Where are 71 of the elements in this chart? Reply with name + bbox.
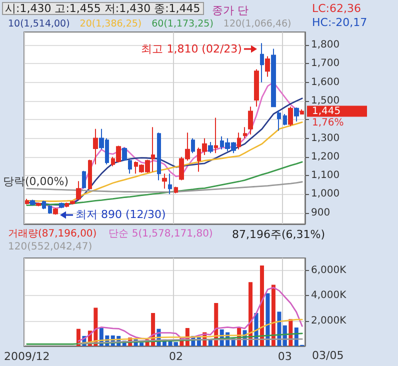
candlestick [288,106,293,127]
candlestick [294,106,299,122]
bar [174,342,178,346]
text: 60(1,173,25) [152,18,214,30]
line-series [78,318,303,344]
y-tick-label: 1,300 [311,132,340,144]
candlestick [76,180,81,200]
annotation: 최저 890 (12/30) [76,208,166,222]
candlestick [300,108,304,115]
bar [266,293,270,346]
candlestick [248,106,253,136]
x-tick-label: 02 [168,350,183,363]
text: 120(552,042,47) [8,242,92,252]
y-tick-label: 6,000K [311,265,347,276]
candlestick [162,173,167,190]
line-series [78,286,303,342]
y-tick-label: 1,800 [311,40,340,51]
text: 03/05 [312,349,344,362]
candlestick [151,126,155,172]
candlestick [260,42,264,83]
text: 120(1,066,46) [223,18,292,30]
candlestick [254,68,259,108]
candlestick [128,159,132,174]
annotation: 최고 1,810 (02/23) [141,42,242,56]
candlestick [48,204,52,214]
candlestick [122,147,127,162]
y-tick-label: 2,000K [311,315,347,326]
x-tick-label: 2009/12 [4,350,50,363]
chart-title: 시:1,430 고:1,455 저:1,430 종:1,445 [5,2,200,15]
candlestick [93,128,98,165]
text: 87,196주(6,31%) [232,228,326,241]
text: 거래량(87,196,00) [8,228,97,240]
text: 1,76% [312,118,344,129]
candlestick [30,199,35,206]
candlestick [271,48,276,108]
y-tick-label: 1,700 [311,58,340,70]
candlestick [82,170,86,190]
text: 1,445 [312,106,341,118]
text: 단순 5(1,578,171,80) [108,228,213,240]
y-tick-label: 1,200 [311,151,340,162]
line-series [26,332,303,345]
y-tick-label: 1,100 [311,170,340,182]
candlestick [208,141,213,154]
candlestick [168,173,172,195]
bar [260,266,264,346]
y-tick-label: 1,000 [311,188,340,200]
candlestick [88,159,92,190]
candlestick [174,186,178,194]
text: 10(1,514,00) [8,18,70,30]
candlestick [237,132,241,150]
y-tick-label: 900 [311,207,330,218]
text: 20(1,386,25) [80,18,142,30]
text: 종가 단 [212,4,248,17]
y-tick-label: 1,600 [311,76,340,88]
candlestick [214,117,218,154]
text: LC:62,36 [312,2,362,15]
candlestick [157,132,161,181]
y-tick-label: 1,500 [311,95,340,106]
y-tick-label: 4,000K [311,290,347,302]
candlestick [243,126,247,139]
candlestick [53,208,58,216]
text: HC:-20,17 [312,16,368,29]
candlestick [25,198,29,205]
candlestick [277,110,281,132]
candlestick [265,56,270,78]
candlestick [59,202,64,209]
candlestick [36,202,41,207]
candlestick [42,200,46,210]
candlestick [191,138,195,154]
candlestick [283,114,287,126]
x-tick-label: 03 [278,350,292,363]
